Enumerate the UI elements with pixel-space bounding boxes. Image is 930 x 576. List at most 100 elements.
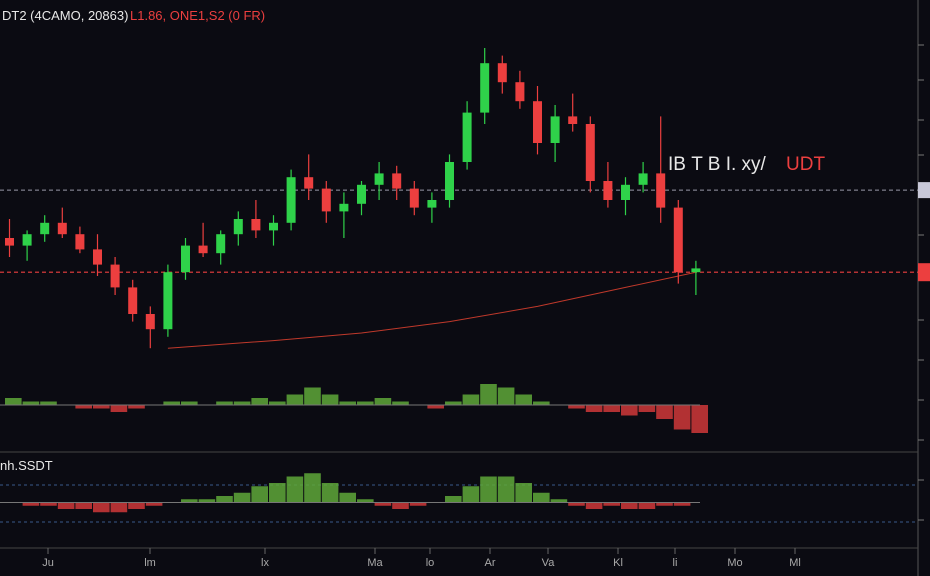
- histogram-bar: [40, 502, 57, 506]
- candle-body: [40, 222, 50, 235]
- price-tag: [918, 263, 930, 282]
- histogram-bar: [462, 394, 480, 405]
- histogram-bar: [357, 499, 374, 503]
- candle-body: [585, 124, 595, 181]
- histogram-bar: [691, 405, 708, 433]
- histogram-bar: [251, 486, 268, 503]
- histogram-bar: [480, 384, 497, 405]
- candle-body: [75, 234, 85, 250]
- candle-body: [163, 272, 173, 330]
- histogram-bar: [75, 502, 92, 509]
- histogram-bar: [145, 502, 163, 506]
- x-tick-label: Ml: [789, 557, 801, 569]
- candle-body: [497, 63, 507, 83]
- candle-body: [427, 200, 437, 208]
- histogram-bar: [427, 405, 444, 409]
- histogram-bar: [409, 502, 427, 506]
- chart-subtitle: L1.86, ONE1,S2 (0 FR): [130, 8, 265, 23]
- histogram-bar: [181, 401, 198, 405]
- histogram-bar: [304, 387, 321, 405]
- histogram-bar: [550, 499, 568, 503]
- histogram-bar: [515, 394, 532, 405]
- candle-body: [656, 173, 666, 208]
- histogram-bar: [93, 405, 110, 409]
- candle-body: [128, 287, 138, 314]
- price-tag: [918, 182, 930, 199]
- histogram-bar: [128, 405, 145, 409]
- candle-body: [181, 245, 190, 273]
- chart-title: DT2 (4CAMO, 20863): [2, 8, 128, 23]
- histogram-bar: [110, 502, 128, 513]
- histogram-bar: [40, 401, 57, 405]
- candle-body: [251, 219, 261, 231]
- x-tick-label: lx: [261, 557, 269, 569]
- x-tick-label: li: [673, 557, 678, 569]
- x-tick-label: lm: [144, 557, 156, 569]
- x-tick-label: Ju: [42, 557, 54, 569]
- x-tick-label: Mo: [727, 557, 742, 569]
- histogram-bar: [75, 405, 92, 409]
- candle-body: [321, 188, 331, 212]
- histogram-bar: [233, 401, 251, 405]
- histogram-bar: [585, 502, 603, 509]
- candle-body: [269, 222, 278, 231]
- histogram-bar: [357, 401, 374, 405]
- candle-body: [462, 112, 472, 162]
- candle-body: [22, 234, 32, 246]
- candle-body: [621, 184, 630, 200]
- histogram-bar: [515, 483, 532, 503]
- histogram-bar: [568, 405, 585, 409]
- histogram-bar: [22, 401, 40, 405]
- histogram-bar: [392, 401, 409, 405]
- panel-label: nh.SSDT: [0, 458, 53, 473]
- histogram-bar: [198, 499, 216, 503]
- candle-body: [603, 181, 613, 200]
- histogram-bar: [533, 401, 550, 405]
- x-tick-label: Kl: [613, 557, 623, 569]
- histogram-bar: [339, 401, 356, 405]
- histogram-bar: [269, 401, 286, 405]
- histogram-bar: [585, 405, 603, 412]
- histogram-bar: [5, 398, 22, 405]
- candle-body: [233, 219, 243, 235]
- symbol-label: ΙΒ T B Ι. xy/: [668, 154, 767, 175]
- histogram-bar: [57, 502, 75, 509]
- candle-body: [357, 184, 366, 204]
- candle-body: [93, 249, 102, 265]
- candle-body: [445, 162, 454, 200]
- histogram-bar: [497, 387, 515, 405]
- histogram-bar: [216, 496, 233, 503]
- candle-body: [515, 82, 525, 102]
- candle-body: [145, 314, 155, 330]
- histogram-bar: [621, 405, 638, 416]
- histogram-bar: [22, 502, 40, 506]
- histogram-bar: [462, 486, 480, 503]
- histogram-bar: [181, 499, 198, 503]
- candle-body: [568, 116, 578, 124]
- candle-body: [286, 177, 296, 223]
- histogram-bar: [656, 502, 673, 506]
- histogram-bar: [497, 476, 515, 503]
- moving-average: [167, 271, 697, 349]
- x-tick-label: Ar: [485, 557, 496, 569]
- x-tick-label: Va: [542, 557, 556, 569]
- histogram-bar: [286, 394, 304, 405]
- histogram-bar: [233, 492, 251, 503]
- histogram-bar: [339, 492, 356, 503]
- candle-body: [57, 222, 67, 235]
- histogram-bar: [128, 502, 145, 509]
- histogram-bar: [445, 401, 462, 405]
- histogram-bar: [286, 476, 304, 503]
- histogram-bar: [110, 405, 128, 412]
- histogram-bar: [673, 502, 691, 506]
- histogram-bar: [93, 502, 110, 513]
- histogram-bar: [603, 502, 620, 506]
- histogram-bar: [321, 483, 339, 503]
- histogram-bar: [163, 401, 180, 405]
- candle-body: [110, 264, 120, 288]
- candle-body: [5, 238, 14, 246]
- histogram-bar: [251, 398, 268, 405]
- histogram-bar: [321, 394, 339, 405]
